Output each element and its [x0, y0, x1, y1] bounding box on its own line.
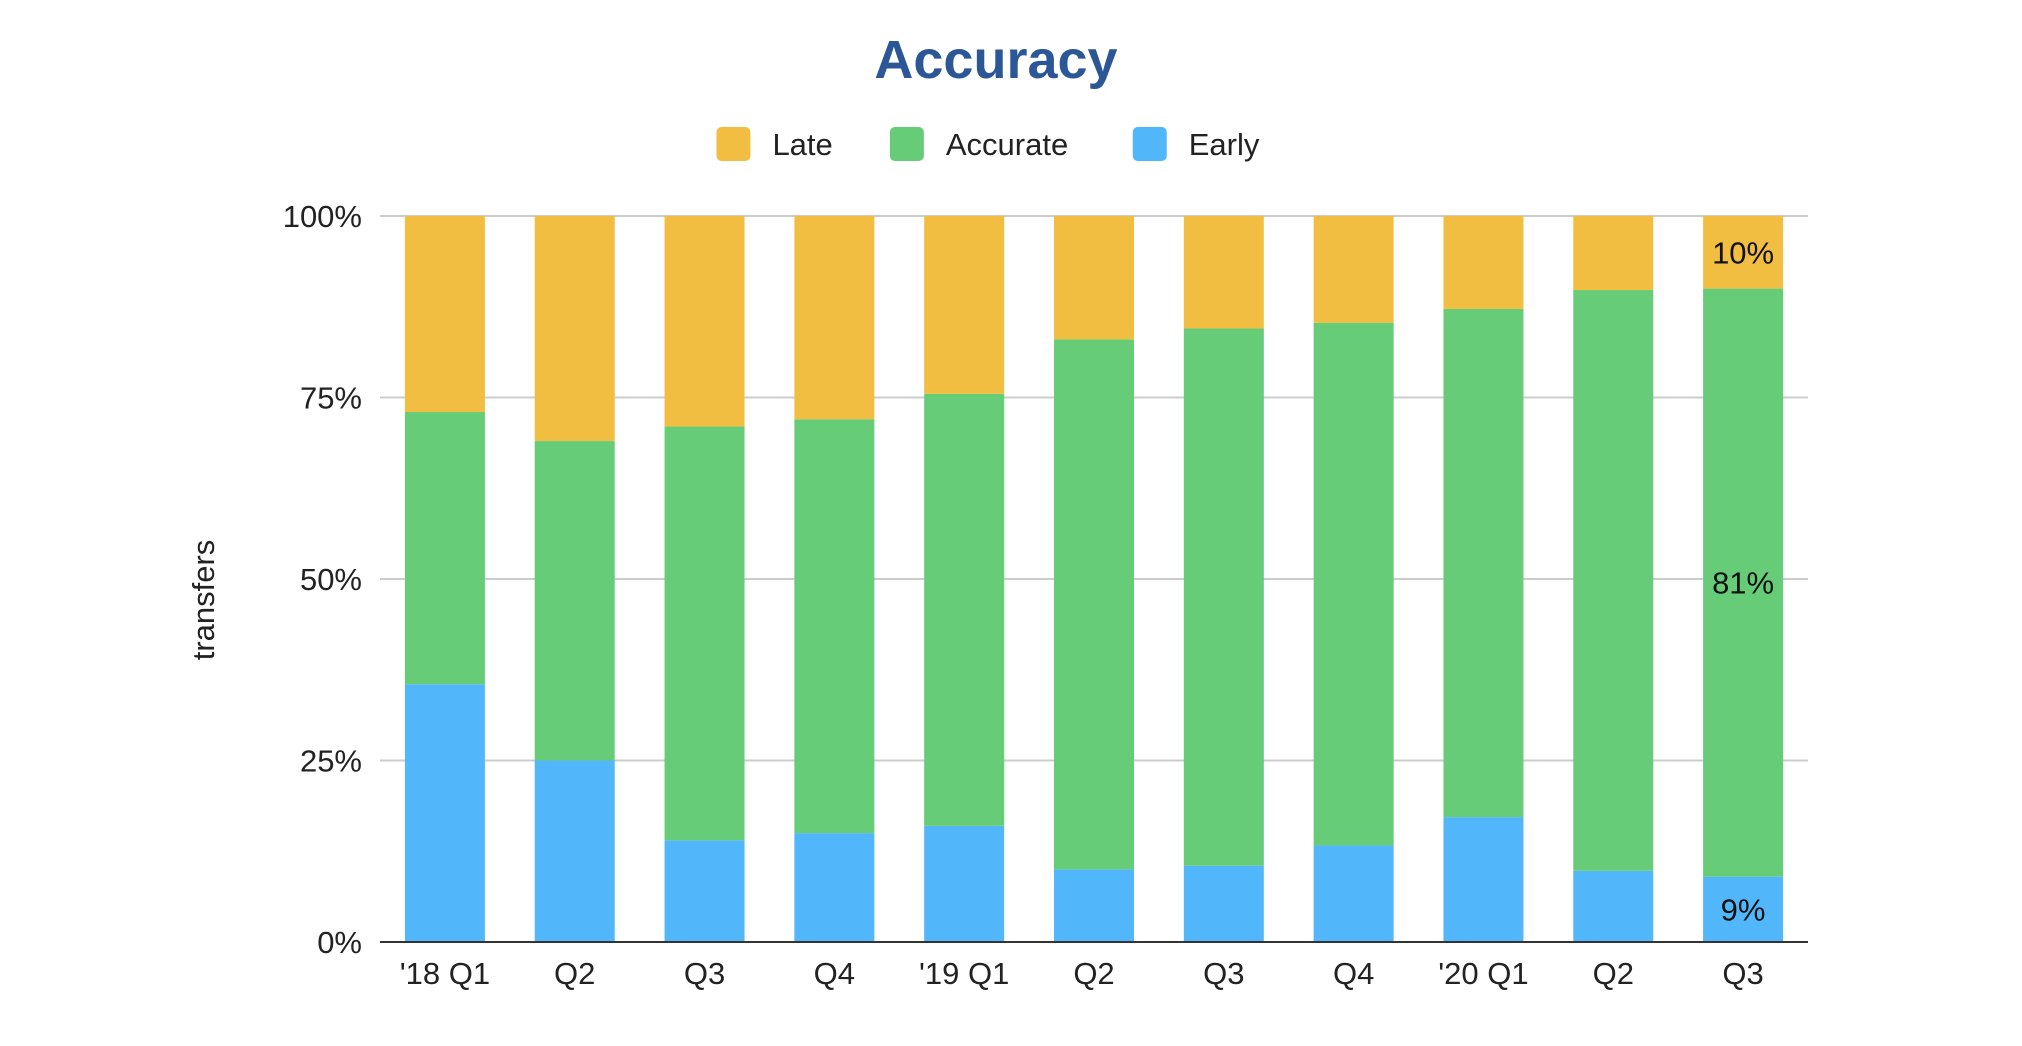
x-tick-label: Q4	[1333, 956, 1374, 991]
x-tick-label: '20 Q1	[1438, 956, 1528, 991]
bar-late-9	[1573, 216, 1654, 291]
bar-late-7	[1313, 216, 1394, 323]
bar-late-10	[1703, 216, 1784, 289]
data-label: 9%	[1721, 892, 1766, 927]
x-tick-label: Q3	[684, 956, 725, 991]
bars	[404, 216, 1784, 942]
x-axis-ticks: '18 Q1 Q2 Q3 Q4 '19 Q1 Q2 Q3 Q4 '20 Q1 Q2 Q3	[400, 956, 1764, 991]
x-tick-label: Q2	[1593, 956, 1634, 991]
legend-swatch-accurate	[889, 127, 924, 161]
y-axis-ticks: 0% 25% 50% 75% 100%	[283, 199, 362, 960]
bar-early-3	[794, 833, 875, 942]
x-tick-label: Q2	[554, 956, 595, 991]
bar-late-4	[924, 216, 1005, 394]
bar-early-5	[1054, 869, 1134, 942]
bar-early-7	[1313, 845, 1394, 942]
bar-early-4	[924, 825, 1005, 942]
x-tick-label: Q4	[814, 956, 855, 991]
bar-accurate-8	[1443, 308, 1524, 818]
y-tick-label: 50%	[300, 562, 362, 597]
bar-early-10	[1703, 876, 1784, 942]
legend-label-accurate: Accurate	[946, 127, 1068, 162]
bar-late-2	[664, 216, 745, 427]
bar-accurate-4	[924, 393, 1005, 826]
bar-early-8	[1443, 817, 1524, 942]
y-tick-label: 75%	[300, 381, 362, 416]
chart-title: Accuracy	[874, 30, 1117, 90]
y-tick-label: 100%	[283, 199, 362, 234]
bar-accurate-6	[1183, 328, 1264, 866]
data-labels: 10% 81% 9%	[1712, 235, 1774, 927]
x-tick-label: Q3	[1203, 956, 1244, 991]
x-tick-label: Q3	[1722, 956, 1763, 991]
bar-late-1	[534, 216, 615, 442]
bar-accurate-0	[404, 412, 485, 685]
legend: Late Accurate Early	[716, 127, 1260, 162]
bar-early-6	[1183, 865, 1264, 942]
bar-early-9	[1573, 870, 1654, 942]
legend-swatch-late	[716, 127, 751, 161]
bar-accurate-7	[1313, 322, 1394, 846]
bar-late-3	[794, 216, 875, 420]
bar-accurate-3	[794, 419, 875, 834]
y-axis-label: transfers	[186, 540, 221, 661]
bar-late-0	[404, 216, 485, 413]
bar-accurate-5	[1054, 339, 1134, 870]
y-tick-label: 0%	[317, 925, 362, 960]
bar-early-2	[664, 840, 745, 942]
x-tick-label: '19 Q1	[919, 956, 1009, 991]
bar-accurate-10	[1703, 288, 1784, 877]
bar-late-6	[1183, 216, 1264, 329]
legend-swatch-early	[1132, 127, 1167, 161]
legend-label-late: Late	[772, 127, 832, 162]
data-label: 81%	[1712, 566, 1774, 601]
bar-late-8	[1443, 216, 1524, 309]
bar-early-0	[404, 684, 485, 942]
data-label: 10%	[1712, 235, 1774, 270]
bar-accurate-2	[664, 426, 745, 841]
legend-label-early: Early	[1189, 127, 1260, 162]
bar-late-5	[1054, 216, 1134, 340]
bar-accurate-9	[1573, 290, 1654, 871]
x-tick-label: '18 Q1	[400, 956, 490, 991]
bar-accurate-1	[534, 441, 615, 761]
bar-early-1	[534, 760, 615, 942]
x-tick-label: Q2	[1073, 956, 1114, 991]
y-tick-label: 25%	[300, 744, 362, 779]
